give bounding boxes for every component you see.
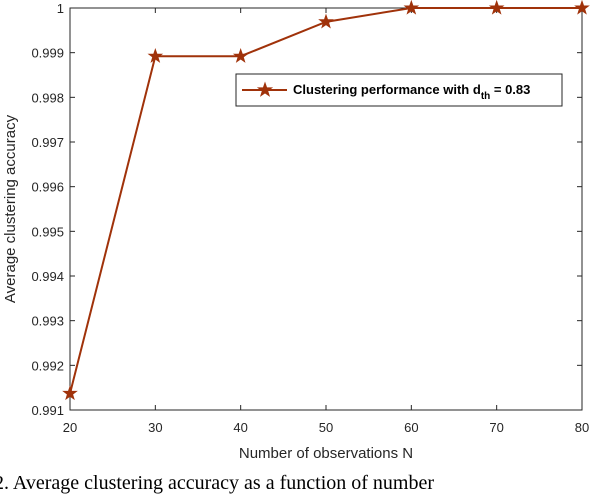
y-tick-label: 0.993 <box>31 314 64 329</box>
x-tick-label: 40 <box>233 420 247 435</box>
y-tick-label: 0.992 <box>31 358 64 373</box>
data-point-star <box>403 0 420 15</box>
legend-box <box>235 73 563 107</box>
data-point-star <box>488 0 505 15</box>
y-tick-label: 0.996 <box>31 180 64 195</box>
legend-star-marker <box>256 81 274 97</box>
y-tick-label: 0.997 <box>31 135 64 150</box>
y-tick-label: 0.998 <box>31 90 64 105</box>
y-tick-label: 0.995 <box>31 224 64 239</box>
axes-frame <box>69 7 583 411</box>
data-point-star <box>62 385 78 401</box>
x-tick-label: 50 <box>319 420 333 435</box>
series-group <box>62 0 590 401</box>
y-tick-label: 0.994 <box>31 269 64 284</box>
data-point-star <box>232 48 249 63</box>
data-point-star <box>147 48 164 63</box>
data-point-star <box>574 0 590 15</box>
x-tick-label: 30 <box>148 420 162 435</box>
x-tick-label: 60 <box>404 420 418 435</box>
data-point-star <box>318 13 334 29</box>
y-tick-label: 0.999 <box>31 46 64 61</box>
legend-entry-name: Clustering performance with d <box>293 82 481 97</box>
x-axis-ticks: 20 30 40 50 60 70 80 <box>63 8 589 435</box>
legend: Clustering performance with dth = 0.83 <box>235 73 563 107</box>
x-tick-label: 20 <box>63 420 77 435</box>
legend-entry-subscript: th <box>481 91 490 102</box>
figure-caption: 2. Average clustering accuracy as a func… <box>0 472 434 494</box>
line-chart: 20 30 40 50 60 70 80 0.991 0.992 0.993 0.994 0.995… <box>2 0 590 462</box>
y-axis-ticks: 0.991 0.992 0.993 0.994 0.995 0.996 0.997 0.998… <box>31 1 582 418</box>
x-tick-label: 80 <box>575 420 589 435</box>
y-tick-label: 0.991 <box>31 403 64 418</box>
x-axis-label: Number of observations N <box>239 445 413 462</box>
legend-entry-suffix: = 0.83 <box>490 82 530 97</box>
x-tick-label: 70 <box>489 420 503 435</box>
y-tick-label: 1 <box>57 1 64 16</box>
y-axis-label: Average clustering accuracy <box>2 114 19 303</box>
plot-area <box>69 7 583 411</box>
legend-entry: Clustering performance with dth = 0.83 <box>293 82 530 102</box>
